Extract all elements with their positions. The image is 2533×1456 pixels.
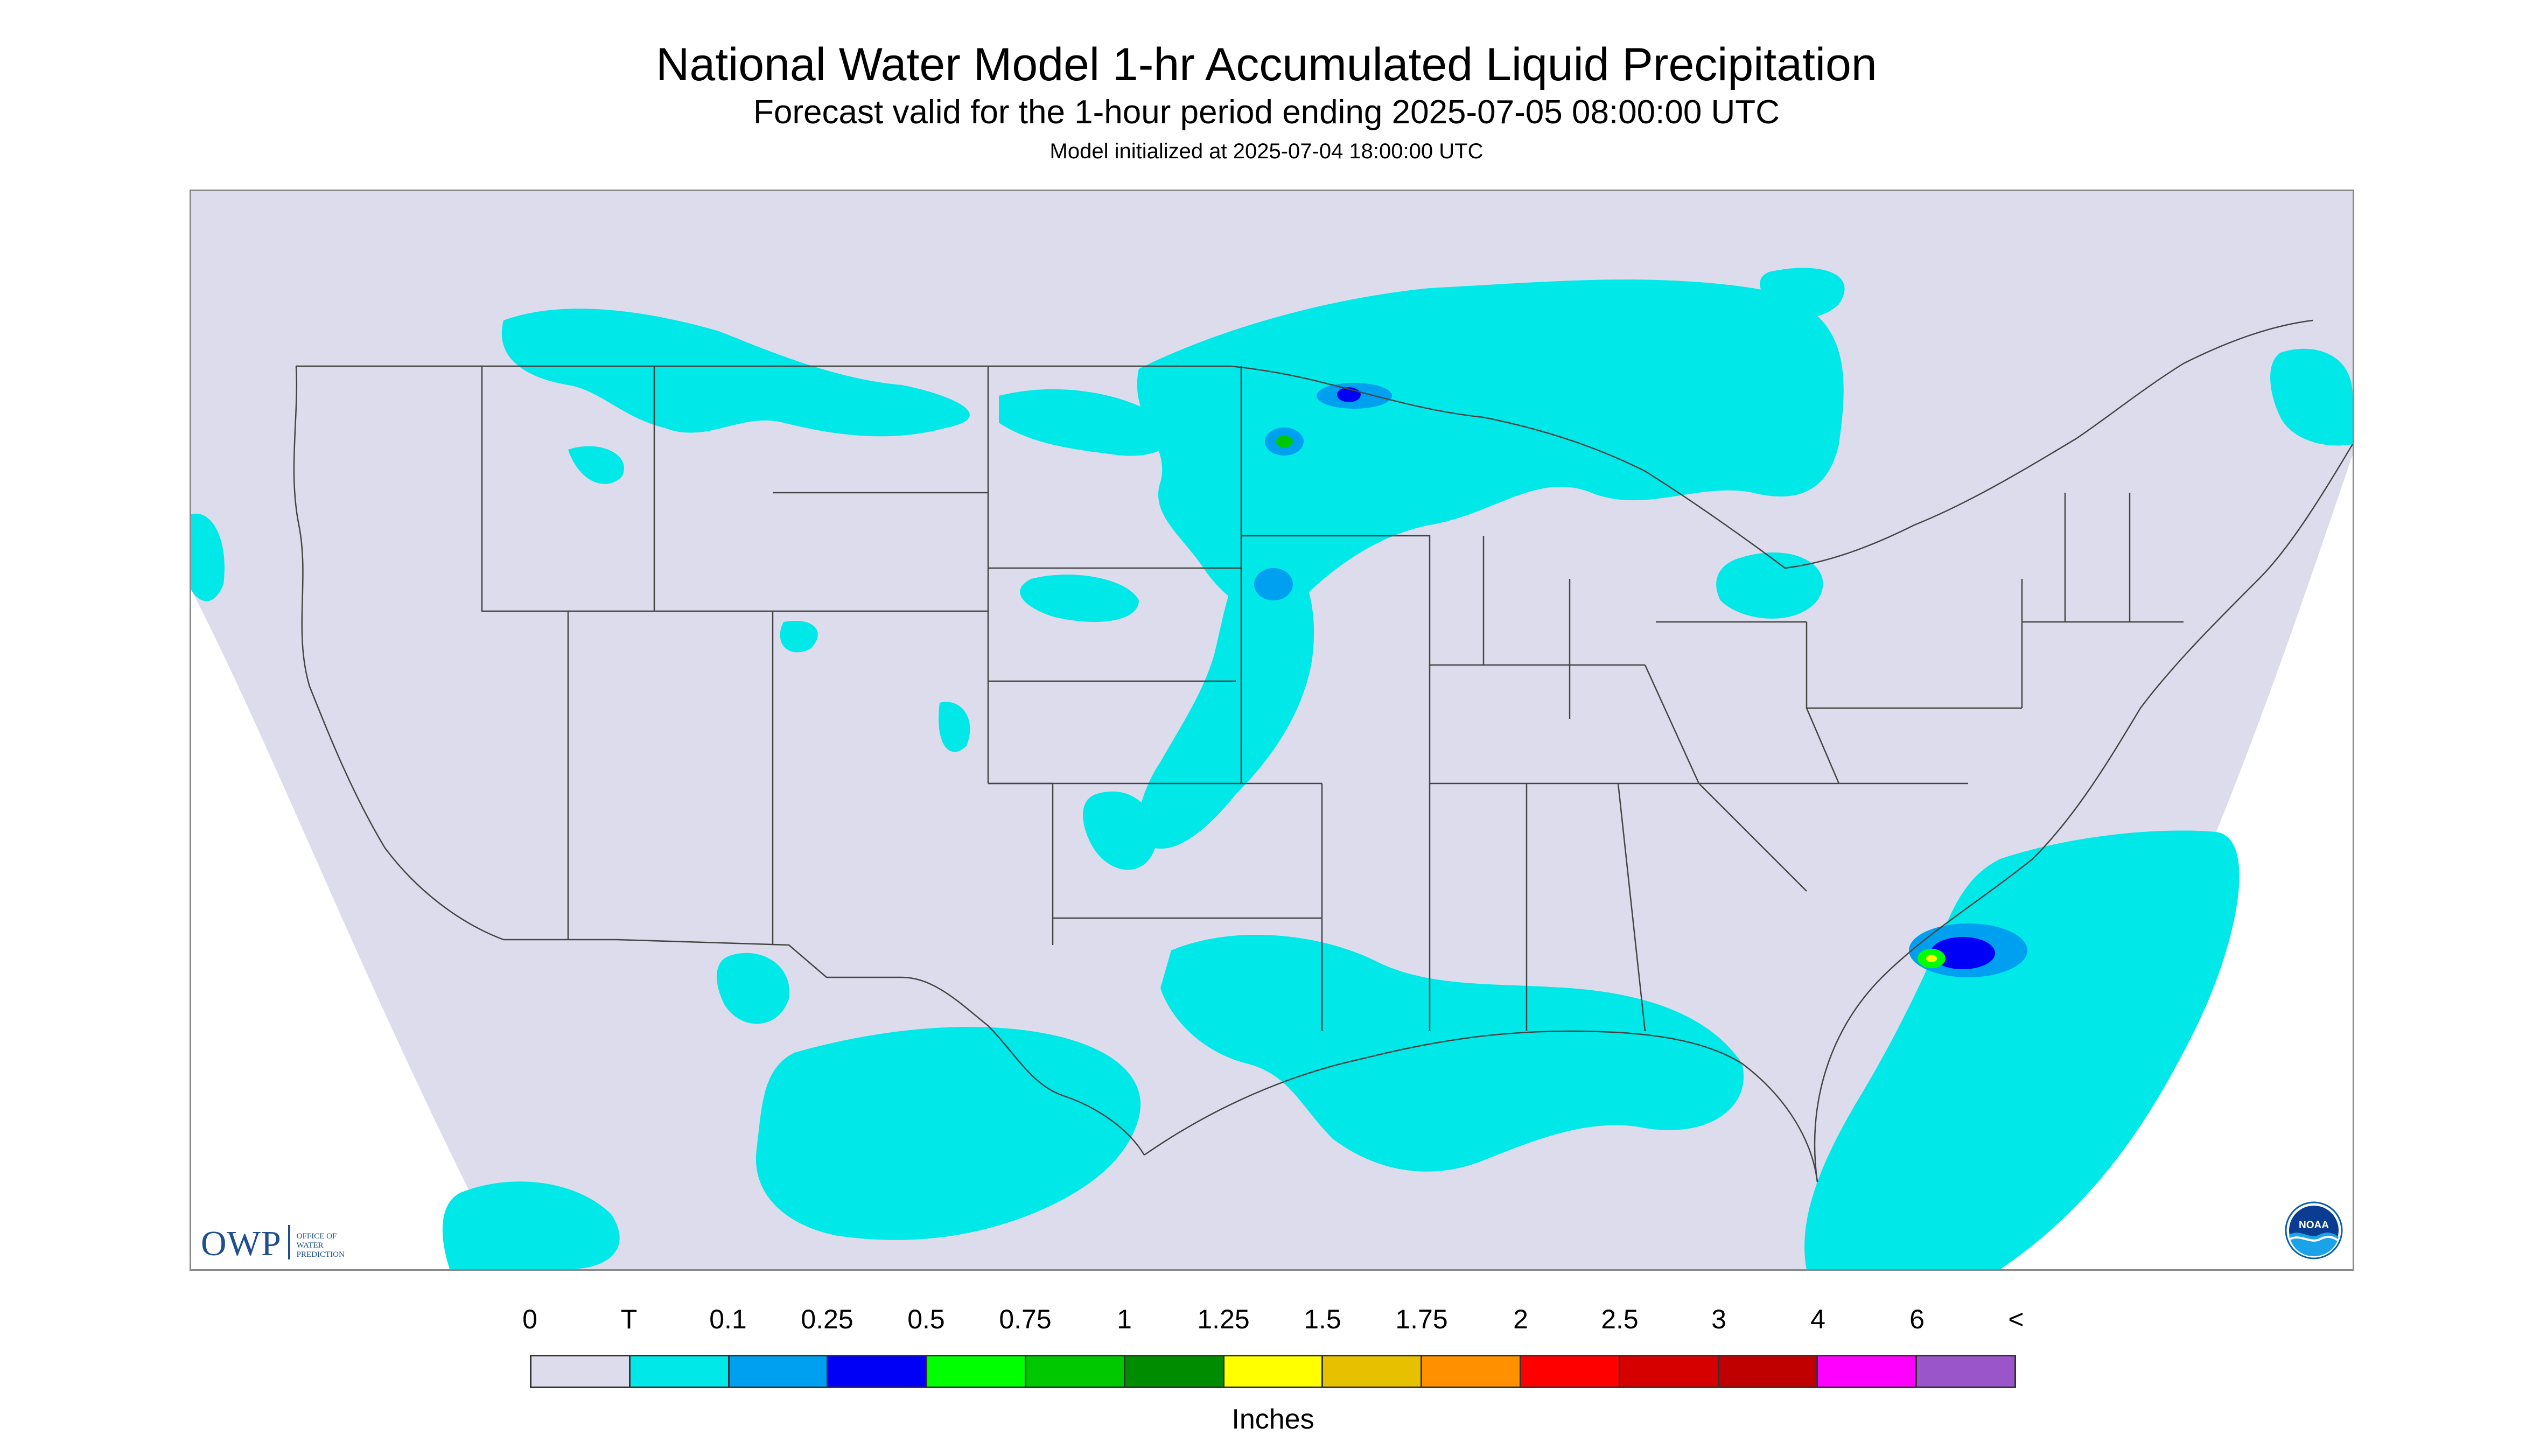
- legend-tick-label: 0.5: [907, 1304, 945, 1334]
- precip-area-northwest-2: [568, 446, 624, 484]
- map-title: National Water Model 1-hr Accumulated Li…: [656, 39, 1877, 90]
- us-east-coast: [1814, 444, 2353, 1182]
- legend-swatch: [1125, 1356, 1224, 1387]
- map-subtitle: Forecast valid for the 1-hour period end…: [753, 94, 1780, 131]
- legend-tick-label: 1.5: [1304, 1304, 1341, 1334]
- legend-swatch: [1422, 1356, 1521, 1387]
- legend-tick-label: 0: [522, 1304, 537, 1334]
- precip-area-wa-coast: [191, 513, 225, 601]
- legend-tick-label: 4: [1810, 1304, 1825, 1334]
- legend-swatch: [1818, 1356, 1918, 1387]
- precip-light-areas: [191, 268, 2353, 1269]
- noaa-logo-text: NOAA: [2299, 1220, 2329, 1231]
- legend-tick-label: 0.75: [999, 1304, 1052, 1334]
- legend-tick-label: T: [620, 1304, 638, 1334]
- legend-swatch: [828, 1356, 928, 1387]
- owp-subtext-line: WATER: [296, 1241, 324, 1250]
- precip-area-colorado: [939, 702, 970, 752]
- legend-tick-label: 6: [1909, 1304, 1925, 1334]
- precipitation-map: [191, 191, 2353, 1269]
- legend-units: Inches: [1231, 1404, 1314, 1435]
- legend-tick-label: 1: [1117, 1304, 1132, 1334]
- precip-area-central-plains: [1139, 541, 1314, 849]
- legend-swatch: [1323, 1356, 1423, 1387]
- precip-area-north-dakota: [999, 389, 1174, 456]
- model-init-line: Model initialized at 2025-07-04 18:00:00…: [1049, 139, 1484, 163]
- color-legend: 0 T 0.1 0.25 0.5 0.75 1 1.25 1.5 1.75 2 2.5 3 4 6 < Inc…: [522, 1303, 2024, 1435]
- us-west-coast: [293, 366, 617, 941]
- owp-logo-separator: [288, 1225, 290, 1259]
- legend-swatch: [531, 1356, 631, 1387]
- legend-swatch: [1917, 1356, 2014, 1387]
- precip-area-texas-mexico: [755, 1027, 1141, 1240]
- legend-tick-label: 2.5: [1601, 1304, 1639, 1334]
- legend-tick-label: 0.1: [709, 1304, 747, 1334]
- owp-logo: OWP OFFICE OF WATER PREDICTION: [201, 1220, 345, 1263]
- legend-swatch: [1521, 1356, 1620, 1387]
- political-boundaries: [293, 319, 2353, 1182]
- legend-tick-label: <: [2008, 1304, 2024, 1334]
- precip-area-kansas: [780, 621, 818, 653]
- precip-area-nebraska: [1020, 575, 1139, 622]
- precip-core-minnesota-4: [1276, 436, 1293, 447]
- owp-subtext-line: PREDICTION: [296, 1250, 345, 1259]
- precip-area-oklahoma: [1083, 791, 1156, 870]
- precip-area-northwest: [501, 309, 970, 437]
- legend-tick-label: 1.25: [1197, 1304, 1250, 1334]
- legend-swatch: [729, 1356, 829, 1387]
- precip-core-atlantic-4: [1926, 955, 1937, 962]
- legend-swatch: [1620, 1356, 1719, 1387]
- precip-area-michigan: [1716, 552, 1823, 619]
- legend-swatch: [1719, 1356, 1818, 1387]
- legend-tick-label: 3: [1711, 1304, 1726, 1334]
- owp-subtext-line: OFFICE OF: [296, 1232, 337, 1241]
- precip-area-pacific-sw: [442, 1181, 620, 1269]
- precip-core-iowa: [1254, 568, 1293, 600]
- legend-color-bar: [530, 1355, 2016, 1388]
- legend-tick-label: 1.75: [1395, 1304, 1448, 1334]
- owp-logo-subtext: OFFICE OF WATER PREDICTION: [297, 1232, 345, 1259]
- us-gulf-coast: [1144, 1030, 1818, 1182]
- precip-area-gulf-coast: [1160, 935, 1744, 1172]
- us-canada-border: [296, 319, 2313, 569]
- precip-area-new-england: [2270, 348, 2353, 446]
- owp-logo-text: OWP: [201, 1224, 282, 1263]
- precip-heavy-cores: [1254, 383, 2027, 977]
- legend-swatch: [1026, 1356, 1125, 1387]
- precip-area-upper-midwest: [1137, 279, 1844, 614]
- precip-core-atlantic-2: [1930, 937, 1995, 969]
- noaa-logo: NOAA: [2285, 1201, 2343, 1259]
- noaa-emblem-icon: [2285, 1201, 2343, 1259]
- precip-area-quebec: [1760, 268, 1845, 318]
- legend-swatch: [630, 1356, 730, 1387]
- precip-area-baja: [717, 953, 790, 1024]
- legend-swatch: [1224, 1356, 1324, 1387]
- legend-tick-label: 2: [1513, 1304, 1528, 1334]
- legend-tick-label: 0.25: [801, 1304, 853, 1334]
- legend-swatch: [927, 1356, 1026, 1387]
- us-mexico-border: [616, 939, 1145, 1156]
- precip-area-atlantic: [1804, 830, 2240, 1269]
- map-panel: OWP OFFICE OF WATER PREDICTION NOAA: [190, 190, 2354, 1271]
